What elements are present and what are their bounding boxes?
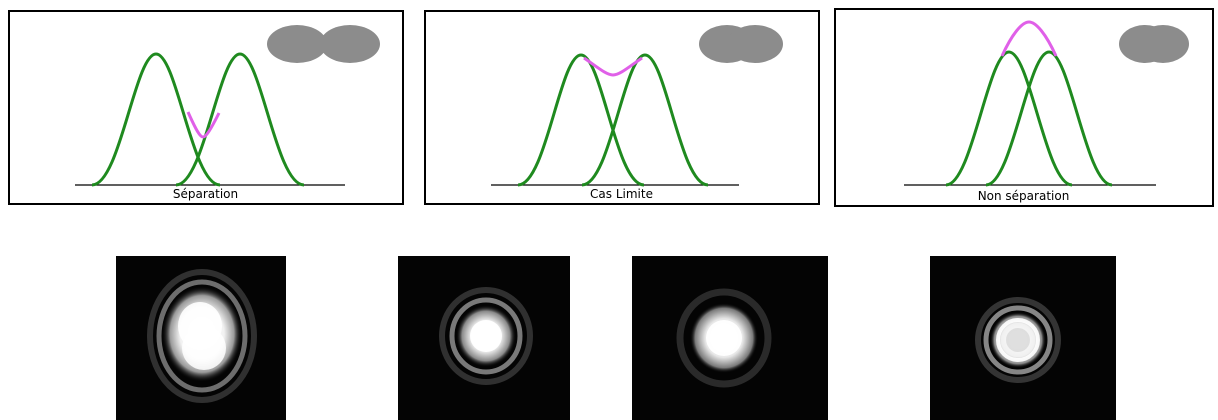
gaussian-curve-left (91, 52, 221, 187)
sum-curve-peak (1000, 20, 1058, 57)
diagram-panel-separation: Séparation (8, 10, 404, 205)
gaussian-curve-right (175, 52, 305, 187)
gaussian-curve-left (945, 50, 1073, 187)
photo-airy-single (930, 256, 1116, 420)
caption-limit: Cas Limite (590, 187, 653, 201)
caption-separation: Séparation (172, 187, 239, 201)
gaussian-plot-limit (491, 25, 783, 187)
gaussian-curve-left (517, 53, 645, 187)
gaussian-plot-separation (75, 25, 380, 187)
gaussian-curve-right (985, 50, 1113, 187)
disc-overlapping-right (727, 25, 783, 63)
diagram-panel-not-separated: Non séparation (834, 8, 1214, 207)
gaussian-plot-not-separated (904, 20, 1189, 187)
photo-airy-limit-b (632, 256, 828, 420)
photo-airy-separated (116, 256, 286, 420)
diagram-panel-limit: Cas Limite (424, 10, 820, 205)
photo-airy-limit-a (398, 256, 570, 420)
sum-curve-dip (583, 56, 643, 77)
sum-curve-dip (186, 111, 221, 139)
caption-not-separated: Non séparation (977, 189, 1070, 203)
disc-right (320, 25, 380, 63)
disc-left (267, 25, 327, 63)
gaussian-curve-right (581, 53, 709, 187)
disc-merged-right (1137, 25, 1189, 63)
